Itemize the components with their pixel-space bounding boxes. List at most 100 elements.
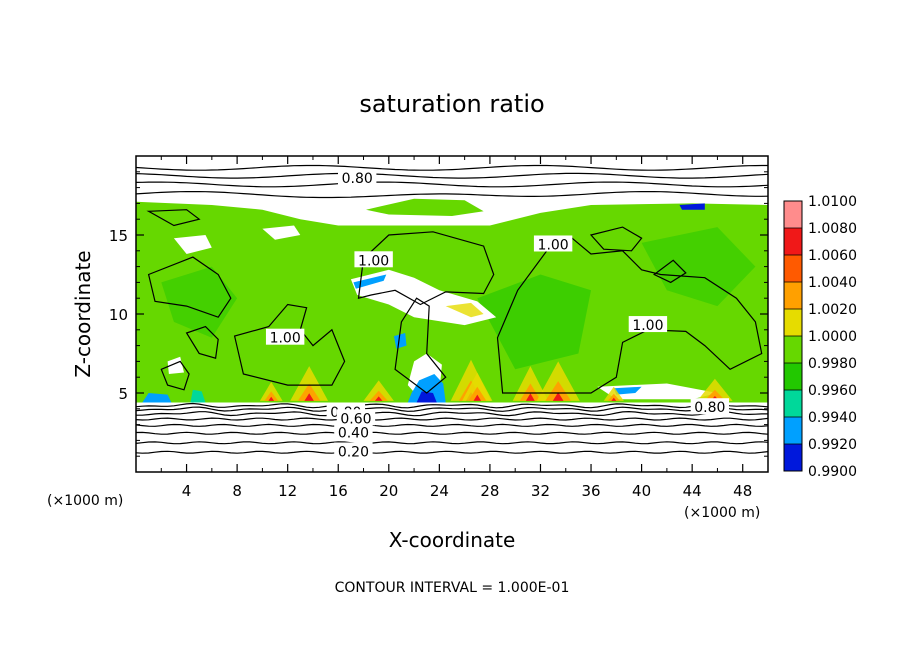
field-patch — [161, 266, 238, 338]
contour-line — [136, 164, 768, 171]
contour-line-1.00 — [147, 256, 232, 318]
contour-line-1.00 — [185, 325, 219, 359]
contour-label-bg — [628, 316, 668, 333]
chart-title: saturation ratio — [359, 90, 544, 118]
dry-pocket — [262, 225, 301, 240]
colorbar-band — [784, 201, 802, 229]
colorbar-label: 1.0060 — [808, 248, 857, 264]
subsaturated-edge — [407, 374, 446, 403]
warm-plume — [445, 302, 484, 318]
colorbar-band — [784, 390, 802, 418]
warm-plume — [462, 372, 493, 401]
x-tick-label: 40 — [632, 482, 651, 500]
upper-cloud-patch — [366, 198, 484, 216]
colorbar-label: 1.0020 — [808, 302, 857, 318]
contour-line — [136, 423, 768, 427]
contour-line — [136, 417, 768, 421]
colorbar-band — [784, 417, 802, 445]
contour-line — [136, 181, 768, 188]
warm-plume-peak — [552, 392, 564, 401]
subsaturated-edge — [613, 386, 642, 395]
colorbar-band — [784, 336, 802, 364]
contour-label: 1.00 — [270, 331, 301, 347]
contour-line-1.00 — [146, 209, 201, 227]
warm-plume-peak — [525, 393, 535, 401]
contour-line — [136, 450, 768, 454]
contour-line-1.00 — [233, 303, 346, 386]
field-patch — [477, 274, 591, 370]
contour-line — [136, 191, 768, 199]
contour-label: 0.60 — [340, 411, 371, 427]
contour-label-bg — [354, 251, 393, 268]
saturation-field — [136, 198, 768, 403]
contour-line-1.00 — [589, 226, 643, 252]
warm-plume-peak — [611, 397, 617, 401]
warm-plume-core — [297, 383, 321, 401]
warm-plume-core — [704, 389, 726, 401]
colorbar-label: 0.9980 — [808, 356, 857, 372]
contour-line — [136, 410, 768, 417]
contour-label-bg — [336, 409, 376, 426]
warm-plume-peak — [304, 393, 314, 401]
contour-line-1.00 — [653, 259, 687, 284]
colorbar-label: 0.9960 — [808, 383, 857, 399]
y-axis-unit: (×1000 m) — [47, 493, 123, 509]
warm-plume — [603, 386, 624, 401]
colorbar-band — [784, 309, 802, 337]
contour-line — [136, 172, 768, 179]
subsaturated-edge — [353, 274, 387, 289]
x-tick-label: 8 — [232, 482, 242, 500]
x-tick-label: 48 — [733, 482, 752, 500]
contour-label: 1.00 — [358, 253, 389, 269]
colorbar-band — [784, 255, 802, 283]
subsaturated-edge — [679, 203, 705, 210]
x-axis-label: X-coordinate — [389, 528, 516, 552]
warm-plume-core — [369, 390, 388, 401]
x-tick-label: 20 — [379, 482, 398, 500]
x-tick-label: 12 — [278, 482, 297, 500]
colorbar-band — [784, 444, 802, 472]
colorbar-label: 0.9900 — [808, 464, 857, 480]
contour-interval-note: CONTOUR INTERVAL = 1.000E-01 — [335, 580, 570, 596]
contour-label: 1.00 — [538, 237, 569, 253]
x-tick-label: 32 — [531, 482, 550, 500]
warm-plume-peak — [473, 394, 482, 401]
colorbar-band — [784, 228, 802, 256]
contour-line — [136, 431, 768, 435]
contour-line — [136, 441, 768, 445]
x-axis-unit: (×1000 m) — [684, 505, 760, 521]
colorbar-label: 1.0100 — [808, 194, 857, 210]
contour-label: 0.80 — [694, 400, 725, 416]
colorbar-label: 0.9920 — [808, 437, 857, 453]
contour-labels: 0.801.001.001.001.000.800.800.600.400.20 — [265, 169, 730, 460]
y-axis-label: Z-coordinate — [71, 250, 95, 377]
colorbar-band — [784, 363, 802, 391]
warm-plume-peak — [374, 396, 383, 401]
x-tick-label: 4 — [182, 482, 192, 500]
colorbar-label: 1.0000 — [808, 329, 857, 345]
colorbar-band — [784, 282, 802, 310]
warm-plume — [259, 381, 283, 401]
subsaturated-edge — [416, 391, 437, 403]
contour-lines — [136, 164, 768, 454]
contour-label-bg — [338, 169, 377, 186]
colorbar: 1.0100 1.0080 1.0060 1.0040 1.0020 1.0000 0.99… — [783, 194, 857, 480]
contour-line-1.00 — [394, 297, 447, 394]
contour-label-bg — [334, 442, 373, 459]
dry-pocket — [173, 235, 212, 254]
contour-line-1.00 — [357, 231, 495, 306]
contour-line — [136, 402, 768, 409]
colorbar-label: 0.9940 — [808, 410, 857, 426]
contour-line-1.00 — [160, 360, 190, 391]
colorbar-label: 1.0080 — [808, 221, 857, 237]
warm-plume-core — [519, 383, 541, 401]
warm-plume-peak — [268, 396, 275, 401]
warm-plume-core — [607, 393, 620, 401]
contour-label-bg — [265, 328, 305, 345]
contour-label: 1.00 — [632, 318, 663, 334]
contour-line — [136, 406, 768, 412]
x-tick-label: 28 — [480, 482, 499, 500]
contour-label-bg — [533, 235, 573, 252]
x-tick-label: 44 — [683, 482, 702, 500]
warm-plume-core — [264, 391, 279, 401]
